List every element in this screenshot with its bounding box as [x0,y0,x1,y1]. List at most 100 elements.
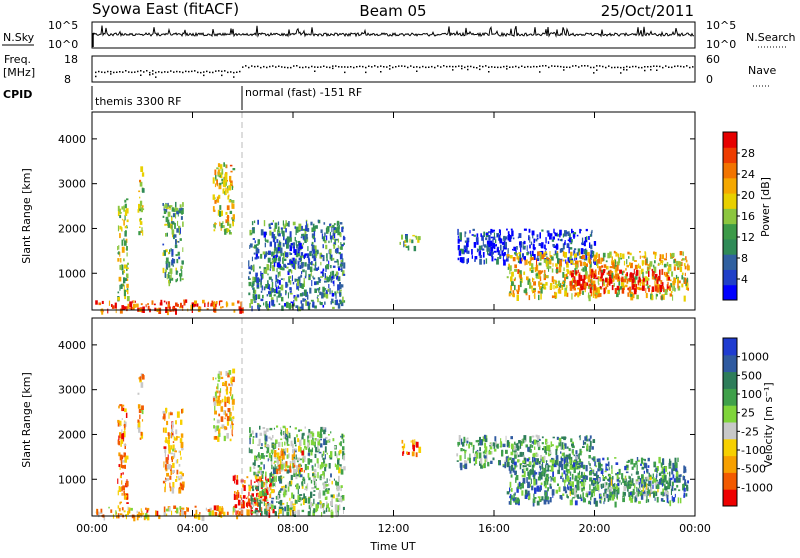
echo-cell [621,276,624,283]
echo-cell [322,427,326,433]
echo-cell [165,301,167,305]
echo-cell [270,480,272,487]
echo-cell [505,435,507,442]
echo-cell [219,182,222,186]
echo-cell [121,465,125,469]
echo-cell [223,410,227,415]
echo-cell [231,185,234,190]
echo-cell [642,485,645,492]
echo-cell [271,464,273,470]
echo-cell [570,251,573,257]
echo-cell [641,255,645,258]
echo-cell [587,276,590,283]
echo-cell [579,494,582,498]
freq-dot [482,65,484,68]
freq-dot [251,65,253,67]
echo-cell [652,484,654,489]
echo-cell [243,485,246,491]
echo-cell [556,233,559,237]
freq-dot [230,71,232,73]
freq-dot [245,65,247,67]
freq-dot [473,66,475,69]
echo-cell [563,436,566,441]
echo-cell [475,457,478,464]
echo-cell [617,482,620,486]
echo-cell [310,501,313,508]
echo-cell [341,227,344,233]
echo-cell [477,439,480,443]
echo-cell [338,498,341,502]
echo-cell [615,253,619,256]
echo-cell [656,279,659,284]
echo-cell [117,225,120,232]
echo-cell [504,460,508,464]
echo-cell [511,281,514,286]
echo-cell [575,263,578,270]
echo-cell [569,481,572,483]
echo-cell [530,241,533,246]
echo-cell [540,250,544,256]
colorbar-swatch [723,338,737,356]
echo-cell [514,441,516,445]
echo-cell [516,253,518,260]
echo-cell [535,462,539,465]
echo-cell [566,461,569,467]
echo-cell [252,485,254,491]
echo-cell [266,450,269,454]
echo-cell [661,260,664,263]
echo-cell [108,300,111,306]
freq-dot [608,65,610,67]
echo-cell [210,302,213,305]
echo-cell [308,302,311,305]
echo-cell [247,495,249,499]
echo-cell [283,278,285,281]
echo-cell [310,261,313,266]
echo-cell [117,422,120,427]
freq-dot [635,65,637,68]
echo-cell [305,486,308,489]
echo-cell [545,248,547,251]
echo-cell [126,288,129,291]
echo-cell [233,493,236,500]
echo-cell [656,473,658,478]
echo-cell [514,450,516,456]
echo-cell [466,237,470,243]
echo-cell [273,256,276,263]
echo-cell [674,468,678,472]
echo-cell [585,236,588,240]
echo-cell [656,277,658,284]
echo-cell [600,272,603,278]
echo-cell [285,484,287,489]
echo-cell [594,478,596,481]
echo-cell [313,268,317,271]
echo-cell [219,205,222,210]
echo-cell [298,223,302,230]
freq-dot [287,66,289,69]
nave-dot [152,73,154,75]
echo-cell [589,500,591,503]
echo-cell [281,453,285,460]
nave-dot [620,72,622,74]
echo-cell [309,449,313,453]
echo-cell [305,270,307,277]
echo-cell [281,229,283,234]
echo-cell [672,474,675,479]
echo-cell [321,453,323,458]
echo-cell [519,441,523,444]
echo-cell [595,286,597,293]
echo-cell [299,474,303,478]
beam-label: Beam 05 [359,2,426,20]
echo-cell [252,503,255,508]
velocity-echoes [95,368,689,522]
echo-cell [280,278,283,280]
echo-cell [669,471,671,477]
echo-cell [645,258,648,266]
echo-cell [523,435,527,442]
echo-cell [111,304,113,307]
echo-cell [639,251,641,253]
echo-cell [569,499,573,506]
colorbar-swatch [723,208,737,225]
echo-cell [118,452,121,457]
echo-cell [579,228,581,234]
echo-cell [491,450,493,455]
